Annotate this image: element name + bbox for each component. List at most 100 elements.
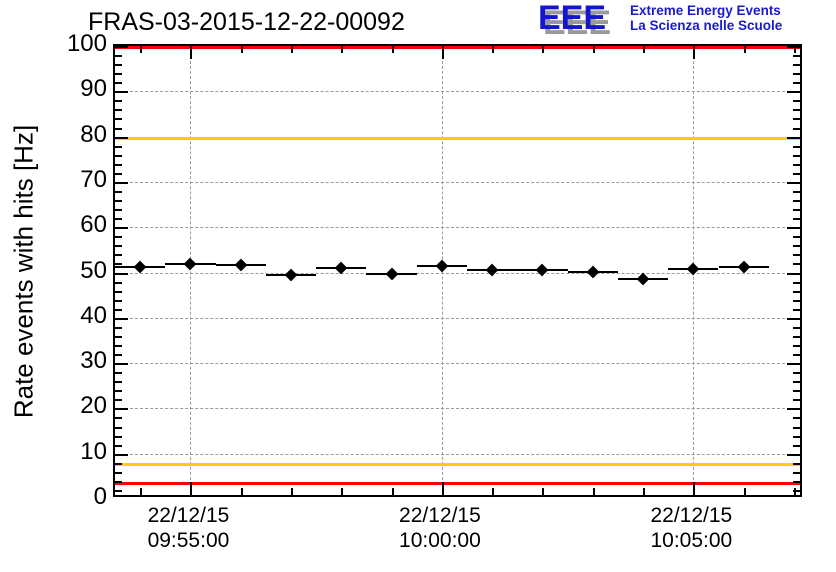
x-tick-top-minor	[542, 46, 545, 53]
y-tick-right-major-80	[787, 136, 800, 139]
x-tick-minor	[743, 488, 746, 495]
y-tick-minor-24	[115, 390, 122, 393]
y-tick-right-minor-16	[793, 426, 800, 429]
x-tick-label-date: 22/12/15	[650, 504, 733, 527]
grid-line-horizontal	[115, 408, 800, 410]
y-tick-major-40	[115, 317, 128, 320]
x-tick-top-minor	[643, 46, 646, 53]
y-tick-right-minor-66	[793, 200, 800, 203]
plot-inner	[115, 46, 800, 495]
y-tick-minor-42	[115, 308, 122, 311]
x-tick-top-minor	[391, 46, 394, 53]
x-tick-top-minor	[492, 46, 495, 53]
plot-area	[113, 44, 802, 497]
x-tick-minor	[240, 488, 243, 495]
x-tick-label-date: 22/12/15	[399, 504, 481, 527]
y-tick-right-minor-22	[793, 399, 800, 402]
x-tick-top-major	[693, 46, 696, 59]
y-tick-label: 70	[80, 165, 107, 193]
y-tick-minor-34	[115, 344, 122, 347]
y-tick-minor-32	[115, 354, 122, 357]
grid-line-vertical	[190, 46, 192, 495]
reference-line-upper-red-limit	[115, 46, 800, 49]
x-tick-minor	[793, 488, 796, 495]
y-tick-minor-28	[115, 372, 122, 375]
y-tick-major-80	[115, 136, 128, 139]
y-tick-minor-38	[115, 326, 122, 329]
y-tick-minor-54	[115, 254, 122, 257]
eee-logo-line1: Extreme Energy Events	[630, 3, 781, 18]
y-tick-right-minor-68	[793, 190, 800, 193]
y-tick-right-minor-32	[793, 354, 800, 357]
y-tick-right-major-50	[787, 272, 800, 275]
x-tick-major	[190, 482, 193, 495]
y-tick-minor-52	[115, 263, 122, 266]
y-tick-label: 50	[80, 256, 107, 284]
y-tick-right-minor-12	[793, 444, 800, 447]
x-tick-label-date: 22/12/15	[147, 504, 230, 527]
y-tick-minor-68	[115, 190, 122, 193]
y-tick-minor-98	[115, 55, 122, 58]
y-tick-minor-72	[115, 172, 122, 175]
y-tick-label: 100	[66, 30, 107, 57]
y-tick-minor-8	[115, 462, 122, 465]
y-tick-right-minor-4	[793, 480, 800, 483]
y-tick-right-major-10	[787, 453, 800, 456]
y-tick-right-minor-96	[793, 64, 800, 67]
y-tick-major-50	[115, 272, 128, 275]
grid-line-horizontal	[115, 227, 800, 229]
eee-logo-text: Extreme Energy Events La Scienza nelle S…	[630, 3, 782, 33]
eee-logo: EEE EEE Extreme Energy Events La Scienza…	[538, 0, 782, 40]
y-tick-label: 90	[80, 75, 107, 103]
y-tick-label: 0	[93, 483, 107, 510]
y-tick-right-minor-52	[793, 263, 800, 266]
y-tick-right-minor-6	[793, 471, 800, 474]
y-tick-label: 10	[80, 437, 107, 465]
y-tick-minor-48	[115, 281, 122, 284]
y-tick-major-20	[115, 408, 128, 411]
y-tick-minor-44	[115, 299, 122, 302]
grid-line-horizontal	[115, 272, 800, 274]
y-tick-minor-78	[115, 145, 122, 148]
y-tick-minor-56	[115, 245, 122, 248]
eee-logo-letters-front: EEE	[538, 0, 607, 37]
x-tick-label: 22/12/15 10:05:00	[650, 503, 732, 553]
y-tick-right-minor-34	[793, 344, 800, 347]
y-tick-minor-86	[115, 109, 122, 112]
eee-logo-letters: EEE EEE	[538, 0, 624, 40]
y-tick-right-major-60	[787, 227, 800, 230]
y-tick-right-minor-98	[793, 55, 800, 58]
grid-line-horizontal	[115, 453, 800, 455]
y-tick-right-minor-94	[793, 73, 800, 76]
y-tick-label: 20	[80, 392, 107, 420]
y-tick-right-minor-76	[793, 154, 800, 157]
x-tick-top-minor	[592, 46, 595, 53]
grid-line-horizontal	[115, 317, 800, 319]
x-tick-top-minor	[140, 46, 143, 53]
y-tick-minor-64	[115, 209, 122, 212]
y-tick-right-major-100	[787, 46, 800, 48]
chart-title: FRAS-03-2015-12-22-00092	[88, 8, 405, 36]
grid-line-horizontal	[115, 91, 800, 93]
y-tick-minor-82	[115, 127, 122, 130]
y-tick-right-minor-2	[793, 489, 800, 492]
x-tick-top-minor	[240, 46, 243, 53]
y-tick-label: 30	[80, 347, 107, 375]
x-axis-tick-labels: 22/12/15 09:55:00 22/12/15 10:00:00 22/12/15…	[113, 503, 802, 565]
reference-line-lower-yellow-warning	[115, 462, 800, 466]
y-tick-right-major-70	[787, 181, 800, 184]
y-tick-right-minor-8	[793, 462, 800, 465]
y-tick-major-90	[115, 91, 128, 94]
grid-line-horizontal	[115, 363, 800, 365]
y-tick-right-minor-88	[793, 100, 800, 103]
x-tick-minor	[592, 488, 595, 495]
y-tick-right-minor-64	[793, 209, 800, 212]
x-tick-top-major	[190, 46, 193, 59]
y-tick-minor-18	[115, 417, 122, 420]
x-tick-minor	[140, 488, 143, 495]
y-tick-right-minor-56	[793, 245, 800, 248]
y-tick-label: 80	[80, 120, 107, 148]
y-tick-minor-26	[115, 381, 122, 384]
y-tick-right-minor-36	[793, 335, 800, 338]
x-tick-major	[441, 482, 444, 495]
